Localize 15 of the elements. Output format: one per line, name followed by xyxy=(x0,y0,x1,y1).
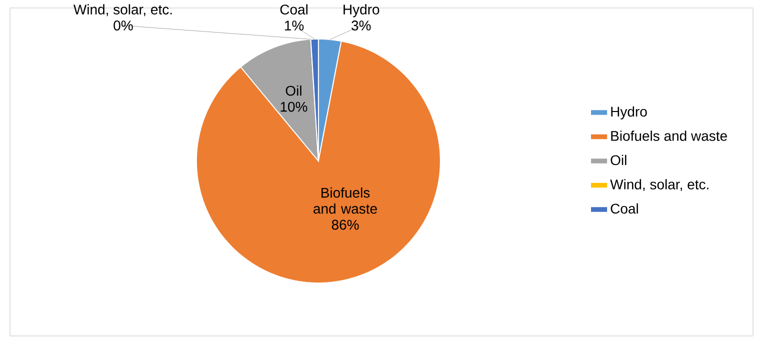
slice-label: Oil xyxy=(286,85,302,96)
data-label: 10% xyxy=(280,102,308,112)
legend-label: Wind, solar, etc. xyxy=(610,179,708,192)
text: 0% xyxy=(114,20,133,30)
legend-label: Hydro xyxy=(611,106,647,120)
legend-label: Coal xyxy=(610,203,638,214)
legend-label: Oil xyxy=(610,154,626,166)
legend-label: Biofuels and waste xyxy=(611,130,727,141)
slice-label: Coal xyxy=(280,4,308,15)
slice-label: Biofuels and waste xyxy=(314,187,377,214)
data-label: 3% xyxy=(352,20,371,30)
slice-label: Hydro xyxy=(344,4,380,18)
data-label: 1% xyxy=(284,20,304,30)
data-label: 86% xyxy=(332,220,359,230)
category-label: Wind, solar, etc. xyxy=(73,4,172,16)
